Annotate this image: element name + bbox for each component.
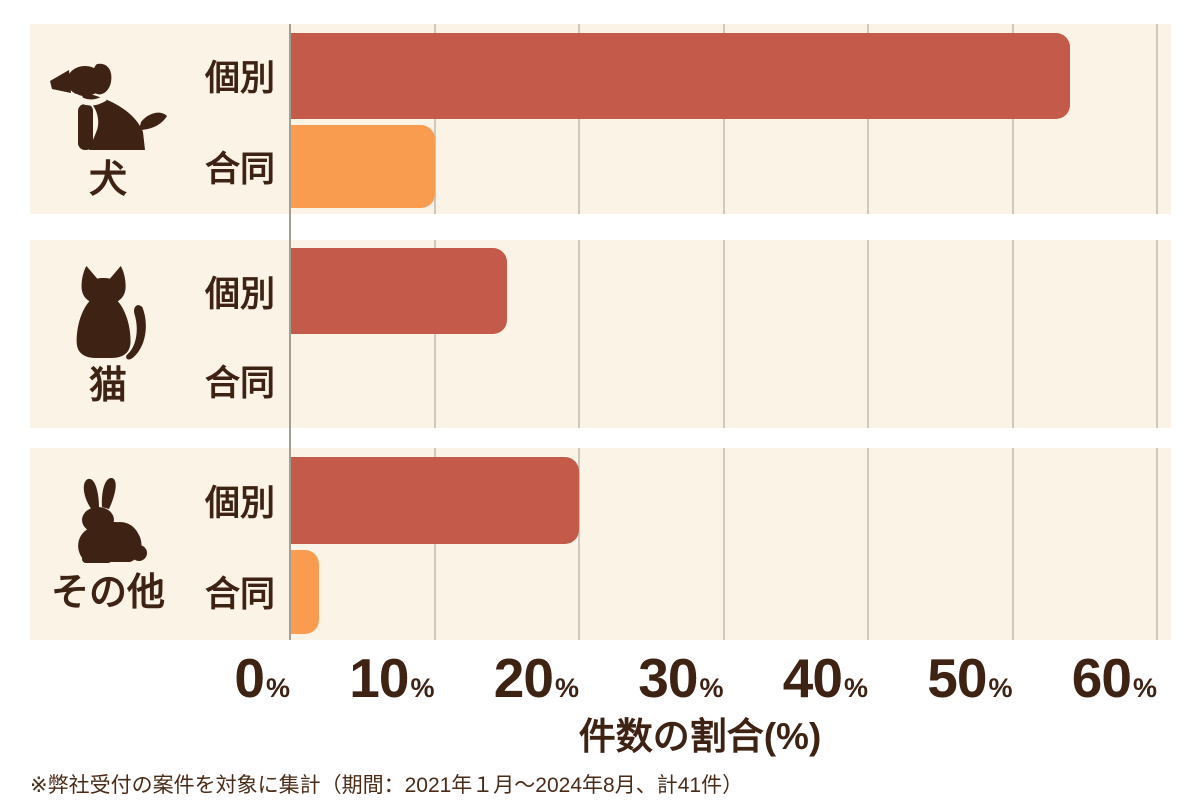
series-label-cat-godo: 合同: [204, 364, 275, 404]
x-tick-number: 30: [638, 647, 698, 709]
x-tick-percent-sign: %: [843, 673, 868, 703]
gridline-30: [722, 240, 725, 428]
dog-icon: [47, 60, 169, 155]
series-label-other-godo: 合同: [204, 575, 275, 615]
gridline-20: [578, 24, 580, 214]
category-name-cat: 猫: [88, 365, 127, 407]
gridline-20: [578, 240, 580, 428]
x-tick-40: 40%: [783, 651, 868, 706]
x-tick-60: 60%: [1072, 651, 1157, 706]
x-tick-number: 60: [1071, 647, 1132, 709]
series-label-other-kobetsu: 個別: [204, 483, 275, 523]
bar-cat-kobetsu: [290, 248, 507, 334]
x-tick-percent-sign: %: [265, 673, 290, 703]
category-group-cat: 猫: [30, 240, 186, 428]
x-tick-percent-sign: %: [410, 673, 435, 703]
category-group-other: その他: [30, 448, 186, 640]
gridline-30: [722, 448, 725, 640]
gridline-60: [1156, 240, 1158, 428]
category-panel-other: その他 個別 合同: [30, 448, 1171, 640]
cat-icon: [67, 263, 149, 361]
bar-other-kobetsu: [290, 456, 579, 544]
category-group-dog: 犬: [30, 24, 186, 214]
series-label-cat-kobetsu: 個別: [204, 274, 275, 314]
gridline-10: [433, 240, 436, 428]
gridline-40: [867, 24, 869, 214]
x-tick-30: 30%: [638, 651, 723, 706]
y-axis-line: [289, 24, 291, 640]
gridline-10: [433, 24, 436, 214]
x-tick-number: 10: [349, 647, 409, 709]
x-tick-20: 20%: [494, 651, 579, 706]
footnote: ※弊社受付の案件を対象に集計（期間：2021年１月～2024年8月、計41件）: [30, 774, 744, 797]
x-axis-title: 件数の割合(%): [578, 716, 822, 757]
series-label-dog-kobetsu: 個別: [204, 59, 275, 99]
gridline-50: [1011, 24, 1014, 214]
category-panel-cat: 猫 個別 合同: [30, 240, 1171, 428]
x-tick-50: 50%: [927, 651, 1012, 706]
gridline-50: [1011, 448, 1014, 640]
gridline-60: [1156, 448, 1158, 640]
bar-dog-godo: [290, 124, 435, 209]
gridline-10: [433, 448, 436, 640]
gridline-60: [1156, 24, 1158, 214]
x-tick-number: 20: [493, 647, 554, 709]
x-tick-percent-sign: %: [554, 673, 579, 703]
gridline-40: [867, 448, 869, 640]
category-name-other: その他: [50, 572, 165, 614]
series-label-dog-godo: 合同: [204, 149, 275, 189]
category-panel-dog: 犬 個別 合同: [30, 24, 1171, 214]
x-axis: 0% 10% 20% 30% 40% 50% 60%: [0, 644, 1200, 708]
x-tick-0: 0%: [234, 651, 290, 706]
x-tick-percent-sign: %: [699, 673, 724, 703]
x-tick-number: 50: [927, 647, 987, 709]
gridline-40: [867, 240, 869, 428]
x-tick-percent-sign: %: [988, 673, 1013, 703]
gridline-20: [578, 448, 580, 640]
x-tick-number: 40: [782, 647, 843, 709]
category-name-dog: 犬: [88, 158, 127, 201]
rabbit-icon: [67, 476, 149, 568]
x-tick-percent-sign: %: [1132, 673, 1157, 703]
gridline-50: [1011, 240, 1014, 428]
bar-other-godo: [290, 549, 319, 635]
x-tick-number: 0: [234, 647, 265, 709]
gridline-30: [722, 24, 725, 214]
x-tick-10: 10%: [349, 651, 434, 706]
bar-dog-kobetsu: [290, 32, 1071, 119]
